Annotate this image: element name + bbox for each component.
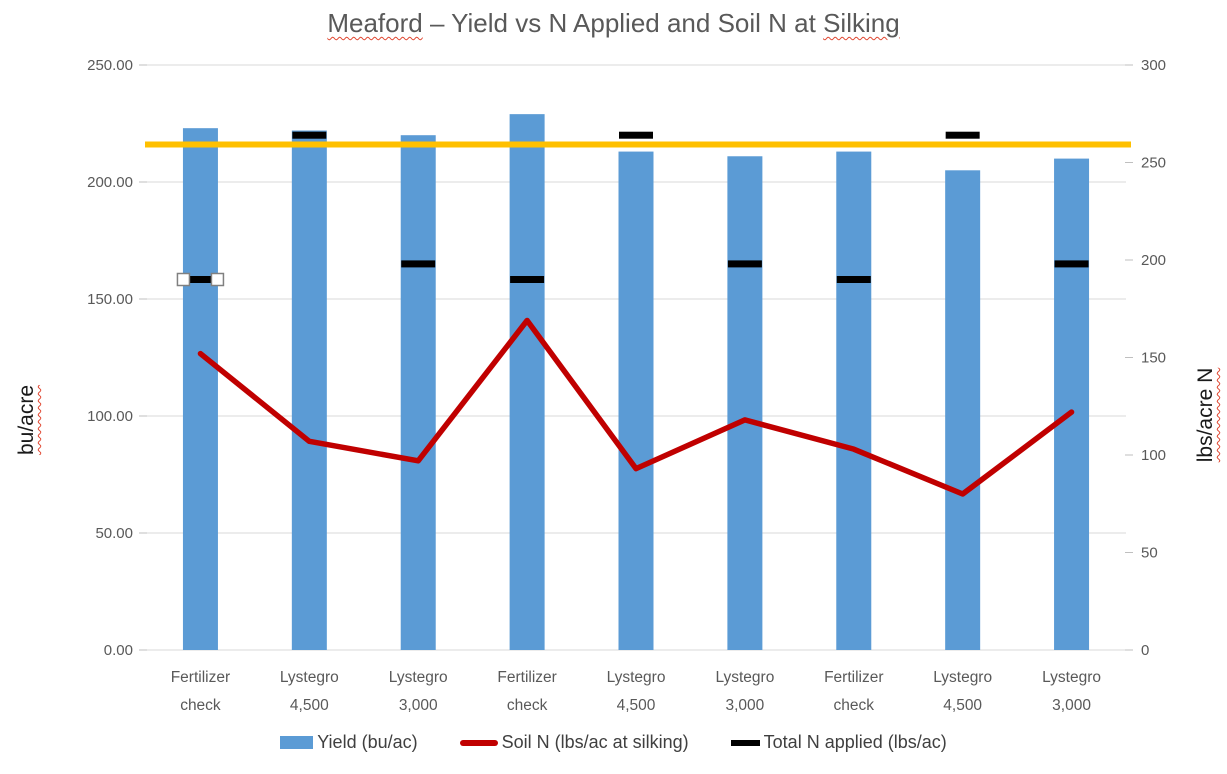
legend-item-yield[interactable]: Yield (bu/ac) <box>280 732 418 753</box>
yield-bar-swatch-icon <box>280 736 314 749</box>
legend-label: Soil N (lbs/ac at silking) <box>501 732 689 752</box>
left-axis-tick-label[interactable]: 50.00 <box>95 525 133 542</box>
yield-bar[interactable] <box>945 170 981 651</box>
category-label[interactable]: Fertilizer check <box>824 669 883 714</box>
yield-bar[interactable] <box>618 151 654 650</box>
n-applied-dash-marker[interactable] <box>619 131 653 139</box>
yield-bar[interactable] <box>182 128 218 650</box>
category-label[interactable]: Lystegro 4,500 <box>933 669 992 714</box>
legend: Yield (bu/ac) Soil N (lbs/ac at silking)… <box>0 732 1227 753</box>
n-applied-dash-marker[interactable] <box>836 276 871 283</box>
yield-bar[interactable] <box>836 151 872 650</box>
title-word-meaford: Meaford <box>327 8 423 38</box>
title-word-silking: Silking <box>823 8 900 38</box>
legend-label: Total N applied (lbs/ac) <box>763 732 947 752</box>
yield-bar[interactable] <box>509 114 545 650</box>
yield-bar[interactable] <box>727 156 763 650</box>
title-middle-text: – Yield vs N Applied and Soil N at <box>422 8 824 38</box>
category-label[interactable]: Lystegro 4,500 <box>280 669 339 714</box>
right-axis-tick-label[interactable]: 150 <box>1141 350 1166 367</box>
left-axis-tick-label[interactable]: 100.00 <box>87 408 133 425</box>
category-label[interactable]: Fertilizer check <box>171 669 230 714</box>
left-axis-tick-label[interactable]: 150.00 <box>87 291 133 308</box>
yield-bar[interactable] <box>291 130 327 650</box>
yield-bar[interactable] <box>400 135 436 650</box>
left-axis-tick-label[interactable]: 200.00 <box>87 174 133 191</box>
chart-title[interactable]: Meaford – Yield vs N Applied and Soil N … <box>0 8 1227 39</box>
soil-n-line[interactable] <box>197 317 1075 497</box>
left-axis-tick-label[interactable]: 0.00 <box>104 642 133 659</box>
soil-n-line-swatch-icon <box>459 739 498 746</box>
n-applied-dash-marker[interactable] <box>727 260 762 268</box>
right-axis-tick-label[interactable]: 300 <box>1141 57 1166 74</box>
right-axis-tick-label[interactable]: 50 <box>1141 545 1158 562</box>
right-axis-tick-label[interactable]: 250 <box>1141 155 1166 172</box>
category-label[interactable]: Lystegro 3,000 <box>1042 669 1101 714</box>
legend-label: Yield (bu/ac) <box>317 732 418 752</box>
right-axis-tick-label[interactable]: 100 <box>1141 447 1166 464</box>
category-label[interactable]: Lystegro 4,500 <box>607 669 666 714</box>
n-applied-dash-marker[interactable] <box>510 276 545 283</box>
n-applied-dash-marker[interactable] <box>401 260 436 268</box>
legend-item-n-applied[interactable]: Total N applied (lbs/ac) <box>730 732 947 753</box>
category-label[interactable]: Fertilizer check <box>497 669 556 714</box>
right-axis-tick-label[interactable]: 200 <box>1141 252 1166 269</box>
n-applied-dash-marker[interactable] <box>183 276 218 283</box>
selection-handle[interactable] <box>210 272 225 287</box>
n-applied-dash-marker[interactable] <box>292 131 327 139</box>
right-axis-tick-label[interactable]: 0 <box>1141 642 1149 659</box>
left-axis-tick-label[interactable]: 250.00 <box>87 57 133 74</box>
category-label[interactable]: Lystegro 3,000 <box>715 669 774 714</box>
yield-bar[interactable] <box>1054 158 1090 650</box>
legend-item-soil-n[interactable]: Soil N (lbs/ac at silking) <box>459 732 689 753</box>
category-label[interactable]: Lystegro 3,000 <box>389 669 448 714</box>
selection-handle[interactable] <box>176 272 191 287</box>
n-applied-dash-marker[interactable] <box>945 131 980 139</box>
n-applied-dash-marker[interactable] <box>1054 260 1089 268</box>
n-applied-dash-swatch-icon <box>730 739 760 746</box>
